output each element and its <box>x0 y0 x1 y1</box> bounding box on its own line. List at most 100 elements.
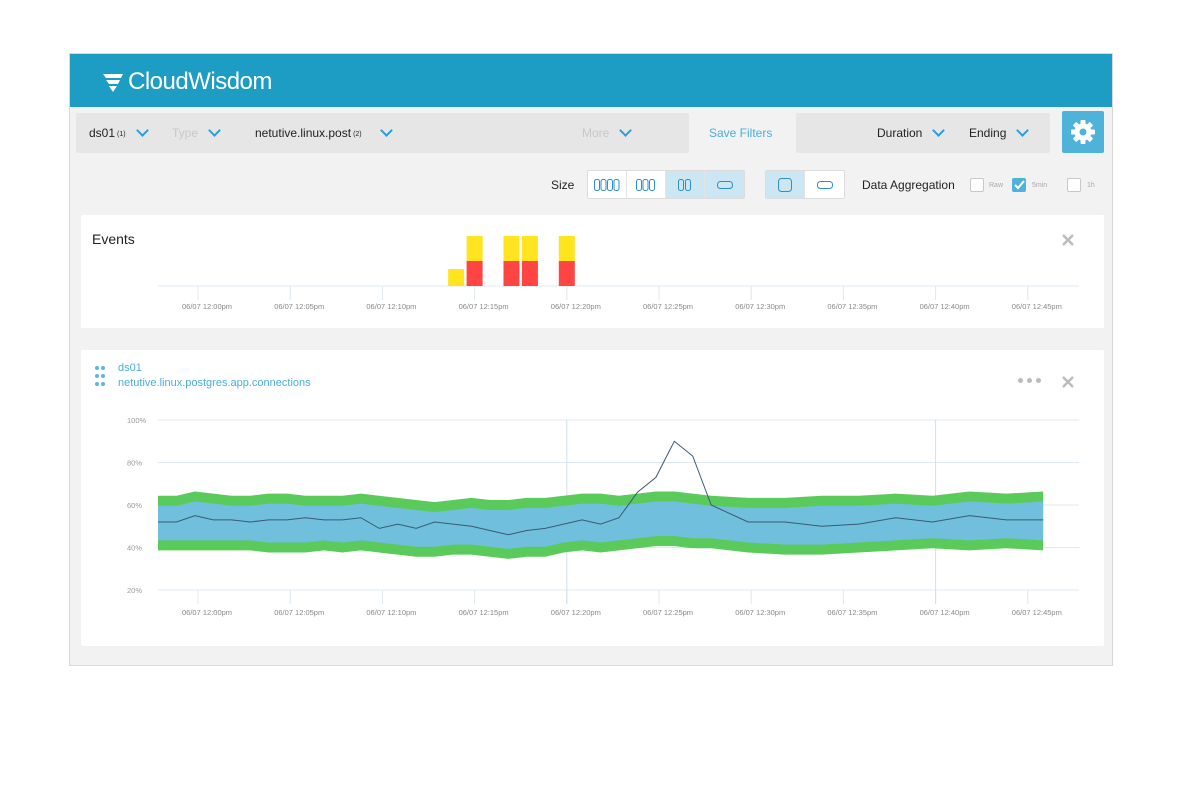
metric-x-tick-label: 06/07 12:30pm <box>735 608 785 617</box>
events-title: Events <box>92 231 135 247</box>
close-icon[interactable] <box>1061 375 1075 389</box>
filter-datasource-count: (1) <box>117 130 126 138</box>
filter-datasource[interactable]: ds01 (1) <box>89 113 149 153</box>
filter-metric-label: netutive.linux.post <box>255 126 352 140</box>
events-x-tick-label: 06/07 12:45pm <box>1012 302 1062 311</box>
aggregation-raw-checkbox[interactable] <box>970 178 984 192</box>
events-x-tick-label: 06/07 12:40pm <box>920 302 970 311</box>
datasource-name: ds01 <box>118 362 142 374</box>
size-label: Size <box>551 178 575 192</box>
height-short-button[interactable] <box>805 171 844 198</box>
filter-metric[interactable]: netutive.linux.post (2) <box>255 113 393 153</box>
events-x-tick-label: 06/07 12:00pm <box>182 302 232 311</box>
save-filters-link[interactable]: Save Filters <box>709 126 773 140</box>
events-x-tick-label: 06/07 12:20pm <box>551 302 601 311</box>
event-bar-warning <box>558 236 575 261</box>
three-columns-icon <box>636 178 655 191</box>
height-button-group <box>765 170 845 199</box>
four-columns-icon <box>594 178 620 191</box>
logo-text: CloudWisdom <box>128 68 272 95</box>
event-bar-warning <box>521 236 538 261</box>
drag-handle-icon[interactable] <box>94 365 106 387</box>
size-2-columns-button[interactable] <box>666 171 705 198</box>
events-x-tick-label: 06/07 12:10pm <box>366 302 416 311</box>
metric-chart: 100% 80% 60% 40% 20% 06/07 12:00pm 06/07 12:05… <box>127 416 1079 617</box>
filter-type[interactable]: Type <box>172 113 221 153</box>
events-x-tick-label: 06/07 12:05pm <box>274 302 324 311</box>
full-width-icon <box>716 180 733 189</box>
app-window: CloudWisdom ds01 (1) Type netutive.linux… <box>69 53 1113 666</box>
size-button-group <box>587 170 745 199</box>
metric-band-inner <box>158 501 1044 549</box>
metric-y-tick-label: 20% <box>127 586 142 595</box>
metric-y-tick-label: 100% <box>127 416 147 425</box>
two-columns-icon <box>678 178 691 191</box>
duration-dropdown[interactable]: Duration <box>877 113 946 153</box>
logo[interactable]: CloudWisdom <box>102 68 272 96</box>
event-bar-critical <box>521 261 538 286</box>
event-bar-warning <box>448 269 465 286</box>
metric-y-tick-label: 80% <box>127 459 142 468</box>
metric-x-tick-label: 06/07 12:25pm <box>643 608 693 617</box>
metric-y-tick-label: 60% <box>127 501 142 510</box>
event-bar-critical <box>558 261 575 286</box>
size-full-width-button[interactable] <box>705 171 744 198</box>
metric-x-tick-label: 06/07 12:20pm <box>551 608 601 617</box>
cloudwisdom-logo-icon <box>103 74 123 92</box>
time-range-bar: Duration Ending <box>796 113 1050 153</box>
event-bar-critical <box>466 261 483 286</box>
height-tall-button[interactable] <box>766 171 805 198</box>
event-bar-critical <box>503 261 520 286</box>
events-chart: 06/07 12:00pm 06/07 12:05pm 06/07 12:10pm 0… <box>158 236 1079 311</box>
events-x-tick-label: 06/07 12:35pm <box>827 302 877 311</box>
metric-x-tick-label: 06/07 12:10pm <box>366 608 416 617</box>
more-options-icon[interactable] <box>1018 378 1041 383</box>
filter-more-label: More <box>582 126 610 140</box>
filter-bar: ds01 (1) Type netutive.linux.post (2) Mo… <box>76 113 689 153</box>
event-bar-warning <box>503 236 520 261</box>
chevron-down-icon <box>1016 124 1030 137</box>
checkmark-icon <box>1014 180 1025 190</box>
events-x-tick-label: 06/07 12:30pm <box>735 302 785 311</box>
metric-x-tick-label: 06/07 12:15pm <box>459 608 509 617</box>
metric-x-tick-label: 06/07 12:00pm <box>182 608 232 617</box>
metric-x-tick-label: 06/07 12:40pm <box>920 608 970 617</box>
filter-more[interactable]: More <box>582 113 633 153</box>
chevron-down-icon <box>932 124 946 137</box>
filter-metric-count: (2) <box>353 130 362 138</box>
wide-rectangle-icon <box>816 180 833 189</box>
ending-dropdown[interactable]: Ending <box>969 113 1030 153</box>
size-4-columns-button[interactable] <box>588 171 627 198</box>
aggregation-1h-checkbox[interactable] <box>1067 178 1081 192</box>
metric-value-line <box>158 440 1044 536</box>
filter-datasource-label: ds01 <box>89 126 116 140</box>
square-icon <box>778 177 792 192</box>
aggregation-1h-label: 1h <box>1087 182 1095 189</box>
metric-panel: ds01 netutive.linux.postgres.app.connect… <box>81 350 1104 646</box>
events-x-tick-label: 06/07 12:25pm <box>643 302 693 311</box>
metric-x-tick-label: 06/07 12:35pm <box>827 608 877 617</box>
app-header: CloudWisdom <box>70 54 1112 107</box>
data-aggregation-label: Data Aggregation <box>862 178 955 192</box>
close-icon[interactable] <box>1061 233 1075 247</box>
aggregation-raw-label: Raw <box>989 182 1004 189</box>
gear-icon <box>1071 120 1095 144</box>
settings-button[interactable] <box>1062 111 1104 153</box>
chevron-down-icon <box>135 124 149 137</box>
chevron-down-icon <box>379 124 393 137</box>
size-3-columns-button[interactable] <box>627 171 666 198</box>
duration-label: Duration <box>877 126 923 140</box>
filter-type-label: Type <box>172 126 199 140</box>
events-panel: Events 06/07 12:00pm 06/07 12:05pm 06/07 1… <box>81 215 1104 328</box>
events-x-tick-label: 06/07 12:15pm <box>459 302 509 311</box>
metric-x-tick-label: 06/07 12:05pm <box>274 608 324 617</box>
aggregation-5min-label: 5min <box>1032 182 1048 189</box>
metric-y-tick-label: 40% <box>127 544 142 553</box>
ending-label: Ending <box>969 126 1007 140</box>
metric-x-tick-label: 06/07 12:45pm <box>1012 608 1062 617</box>
event-bar-warning <box>466 236 483 261</box>
metric-name: netutive.linux.postgres.app.connections <box>118 377 311 389</box>
chevron-down-icon <box>619 124 633 137</box>
chevron-down-icon <box>208 124 221 137</box>
aggregation-5min-checkbox[interactable] <box>1012 178 1026 192</box>
